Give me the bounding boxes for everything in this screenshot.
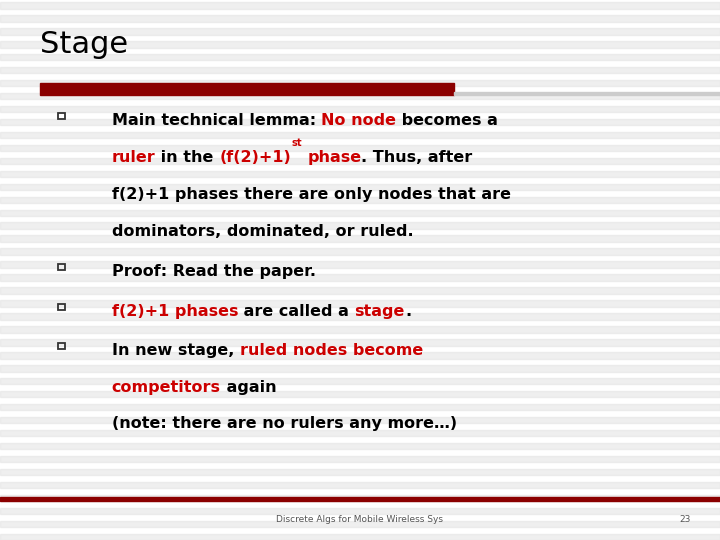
- Bar: [40, 83, 454, 94]
- Bar: [0, 2, 720, 9]
- Text: Stage: Stage: [40, 30, 127, 59]
- Text: becomes a: becomes a: [396, 113, 498, 129]
- Bar: [0, 443, 720, 449]
- Text: (f(2)+1): (f(2)+1): [220, 150, 291, 165]
- Bar: [0, 287, 720, 294]
- Bar: [0, 132, 720, 138]
- Bar: [0, 158, 720, 164]
- Text: phase: phase: [307, 150, 361, 165]
- Bar: [0, 235, 720, 242]
- Bar: [0, 119, 720, 125]
- Bar: [0, 274, 720, 281]
- Bar: [0, 313, 720, 320]
- Bar: [0, 28, 720, 35]
- Text: . Thus, after: . Thus, after: [361, 150, 473, 165]
- Bar: [0, 106, 720, 112]
- Bar: [0, 391, 720, 397]
- Bar: [0, 456, 720, 462]
- Text: Main technical lemma:: Main technical lemma:: [112, 113, 321, 129]
- Bar: [0, 417, 720, 423]
- Text: stage: stage: [354, 305, 405, 319]
- Bar: [0, 482, 720, 488]
- Text: competitors: competitors: [112, 380, 220, 395]
- Bar: [0, 339, 720, 346]
- Text: No node: No node: [321, 113, 396, 129]
- Bar: [0, 15, 720, 22]
- Text: ruled nodes become: ruled nodes become: [240, 343, 423, 358]
- Bar: [0, 508, 720, 514]
- Bar: [0, 300, 720, 307]
- Bar: [0, 404, 720, 410]
- Bar: [0, 326, 720, 333]
- Text: .: .: [405, 305, 411, 319]
- Bar: [0, 210, 720, 216]
- Text: (note: there are no rulers any more…): (note: there are no rulers any more…): [112, 416, 456, 431]
- Bar: [0, 171, 720, 177]
- Bar: [0, 93, 720, 99]
- Bar: [0, 430, 720, 436]
- Text: ruler: ruler: [112, 150, 156, 165]
- Bar: [0, 365, 720, 372]
- Text: f(2)+1 phases: f(2)+1 phases: [112, 305, 238, 319]
- Bar: [0, 222, 720, 229]
- Bar: [0, 184, 720, 190]
- Bar: [0, 534, 720, 540]
- Bar: [454, 91, 720, 94]
- Bar: [0, 378, 720, 384]
- Bar: [0, 197, 720, 203]
- Text: in the: in the: [156, 150, 220, 165]
- Text: again: again: [220, 380, 276, 395]
- Bar: [0, 248, 720, 255]
- Bar: [0, 67, 720, 73]
- Bar: [0, 261, 720, 268]
- Bar: [0, 352, 720, 359]
- Bar: [0, 41, 720, 48]
- Text: Discrete Algs for Mobile Wireless Sys: Discrete Algs for Mobile Wireless Sys: [276, 515, 444, 524]
- Text: st: st: [291, 138, 302, 149]
- Bar: [0, 54, 720, 60]
- Bar: [0, 521, 720, 527]
- Bar: [0, 80, 720, 86]
- Text: f(2)+1 phases there are only nodes that are: f(2)+1 phases there are only nodes that …: [112, 187, 510, 202]
- Text: In new stage,: In new stage,: [112, 343, 240, 358]
- Bar: [0, 497, 720, 501]
- Text: are called a: are called a: [238, 305, 354, 319]
- Bar: [0, 469, 720, 475]
- Bar: [0, 495, 720, 501]
- Bar: [0, 145, 720, 151]
- Text: dominators, dominated, or ruled.: dominators, dominated, or ruled.: [112, 224, 413, 239]
- Text: 23: 23: [680, 515, 691, 524]
- Text: Proof: Read the paper.: Proof: Read the paper.: [112, 264, 315, 279]
